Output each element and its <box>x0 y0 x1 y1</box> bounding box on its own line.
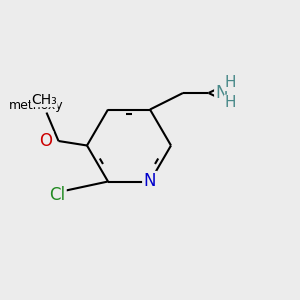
Text: H: H <box>225 75 236 90</box>
Text: N: N <box>215 84 228 102</box>
Text: methoxy: methoxy <box>31 105 37 106</box>
Text: methoxy: methoxy <box>45 104 51 106</box>
Text: methoxy: methoxy <box>41 102 48 104</box>
Text: O: O <box>39 132 52 150</box>
Text: Cl: Cl <box>49 186 65 204</box>
Text: H: H <box>225 95 236 110</box>
Text: N: N <box>144 172 156 190</box>
Text: methoxy: methoxy <box>9 98 63 112</box>
Text: methoxy: methoxy <box>39 106 45 107</box>
Text: CH₃: CH₃ <box>31 92 57 106</box>
